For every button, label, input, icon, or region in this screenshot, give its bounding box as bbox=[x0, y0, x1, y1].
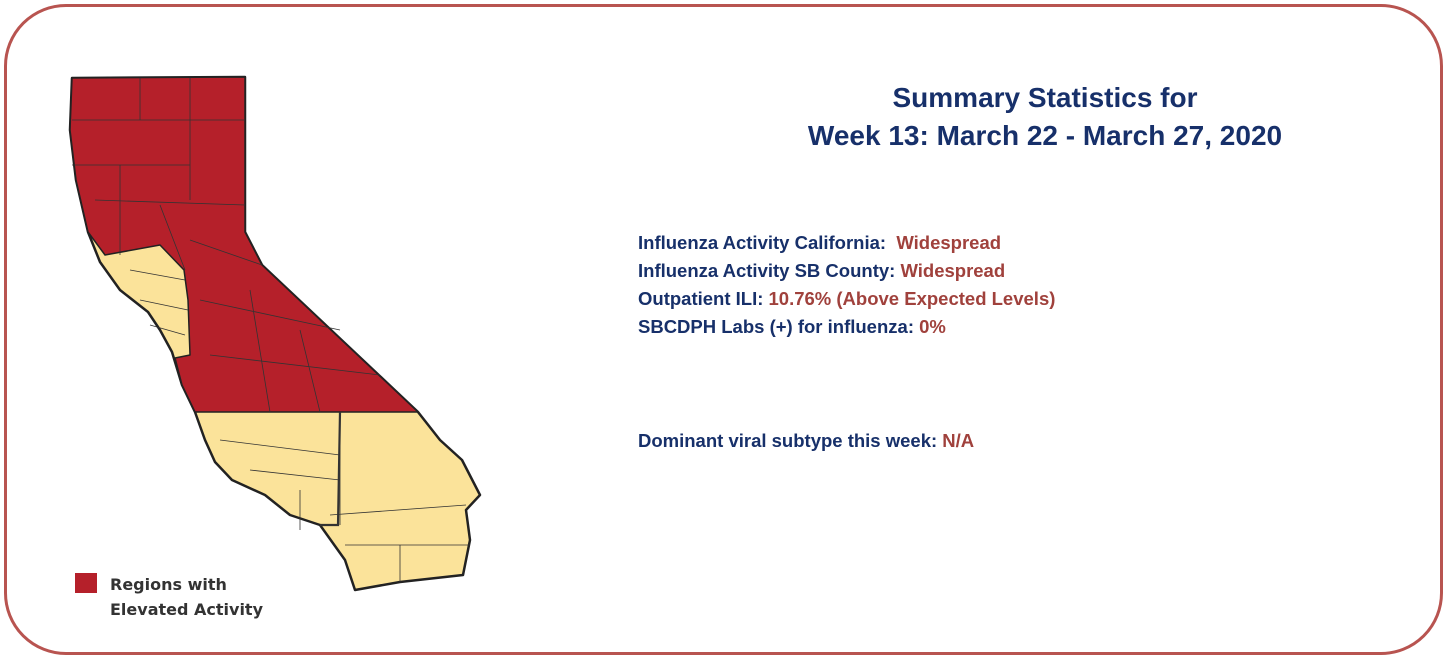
legend-label: Elevated Activity bbox=[110, 600, 264, 619]
stat-label: Influenza Activity SB County: bbox=[638, 260, 896, 281]
stat: SBCDPH Labs (+) for influenza: 0% bbox=[638, 316, 946, 338]
title: Summary Statistics for bbox=[892, 82, 1198, 113]
stat-value: 0% bbox=[919, 316, 946, 337]
stat-label: SBCDPH Labs (+) for influenza: bbox=[638, 316, 914, 337]
stat-value: Widespread bbox=[896, 232, 1002, 253]
county-lines bbox=[72, 78, 470, 582]
stat-label: Influenza Activity California: bbox=[638, 232, 887, 253]
stat-value: 10.76% (Above Expected Levels) bbox=[768, 288, 1056, 309]
region-elevated bbox=[69, 76, 419, 413]
stat-label: Outpatient ILI: bbox=[638, 288, 764, 309]
california-map bbox=[68, 75, 482, 593]
stat: Influenza Activity California: Widesprea… bbox=[638, 232, 1001, 254]
title: Week 13: March 22 - March 27, 2020 bbox=[807, 120, 1283, 151]
stat: Outpatient ILI: 10.76% (Above Expected L… bbox=[638, 288, 1055, 310]
legend-label: Regions with bbox=[110, 575, 227, 594]
legend-swatch bbox=[75, 573, 97, 593]
stat-label: Dominant viral subtype this week: bbox=[638, 430, 938, 451]
stat-value: N/A bbox=[942, 430, 975, 451]
panel-frame bbox=[4, 4, 1443, 655]
stat: Dominant viral subtype this week: N/A bbox=[638, 430, 974, 452]
stat: Influenza Activity SB County: Widespread bbox=[638, 260, 1005, 282]
stat-value: Widespread bbox=[900, 260, 1006, 281]
